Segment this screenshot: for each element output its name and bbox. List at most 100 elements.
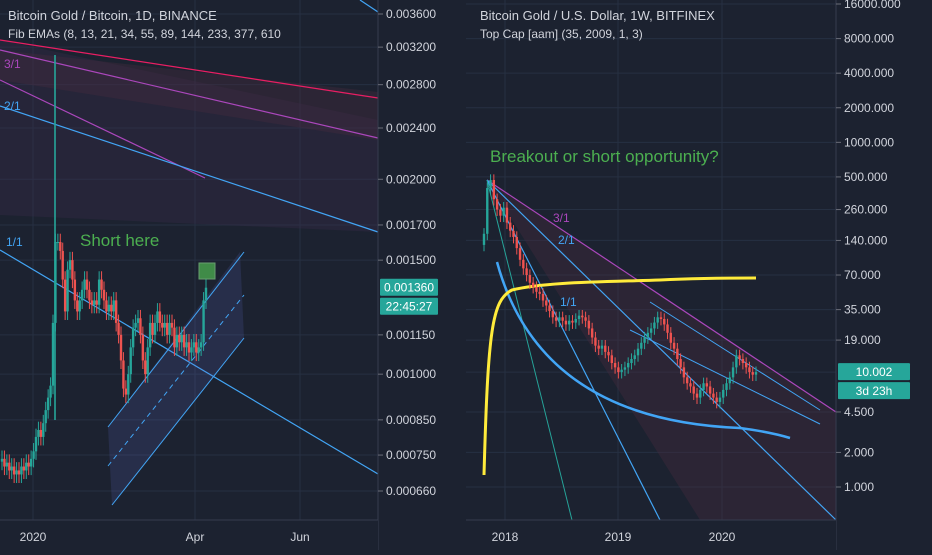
left-candle-body [22, 466, 26, 471]
right-candle-body [518, 248, 522, 260]
left-candle-body [46, 397, 50, 411]
right-candle-body [744, 363, 748, 368]
right-chart-panel: Bitcoin Gold / U.S. Dollar, 1W, BITFINEX… [466, 0, 837, 521]
left-xaxis-bg [0, 520, 378, 550]
right-candle-body [597, 345, 600, 349]
left-candle-body [161, 322, 164, 328]
left-axis-bg [378, 0, 466, 550]
right-candle-body [509, 222, 512, 231]
right-candle-body [489, 180, 492, 189]
right-candle-body [525, 268, 528, 276]
right-candle-body [499, 209, 502, 216]
left-candle-body [170, 322, 174, 328]
right-candle-body [515, 236, 518, 249]
right-candle-body [613, 363, 617, 368]
right-candle-body [561, 317, 564, 321]
left-candle-body [168, 322, 171, 335]
left-candle-body [114, 300, 118, 323]
right-candle-body [594, 337, 597, 346]
left-countdown-tag [380, 297, 438, 315]
left-candle-body [127, 374, 130, 395]
right-candle-body [649, 328, 653, 333]
right-candle-body [590, 328, 594, 338]
left-fan-line-2-1 [0, 105, 379, 233]
left-y-tick-label: 0.001700 [386, 218, 436, 232]
right-fan-line-steep [486, 179, 573, 521]
right-candle-body [610, 355, 614, 364]
right-candle-body [663, 318, 666, 325]
left-candle-body [17, 470, 21, 475]
right-candle-body [564, 320, 568, 325]
left-indicator-label: Fib EMAs (8, 13, 21, 34, 55, 89, 144, 23… [8, 27, 281, 41]
right-candle-body [712, 393, 715, 398]
left-y-tick-label: 0.002000 [386, 172, 436, 186]
left-y-tick-label: 0.000660 [386, 484, 436, 498]
right-candle-body [695, 393, 699, 398]
left-candle-body [88, 289, 91, 301]
left-fan-line-4-1 [0, 39, 379, 99]
right-candle-body [725, 383, 728, 390]
right-candle-body [548, 305, 551, 312]
left-y-tick-label: 0.001500 [386, 253, 436, 267]
left-candle-body [199, 342, 203, 348]
right-axis-bg [836, 0, 932, 550]
right-candle-body [522, 259, 525, 269]
right-fan-line-3-1 [486, 179, 837, 413]
right-y-tick-label: 8000.000 [844, 32, 894, 46]
right-time-axis[interactable]: 2018 2019 2020 [466, 519, 836, 550]
right-y-tick-label: 16000.000 [844, 0, 901, 11]
right-channel-line-2 [629, 329, 821, 425]
left-candle-body [59, 242, 62, 251]
left-y-tick-label: 0.001150 [386, 328, 435, 342]
left-candle-body [66, 269, 69, 312]
left-y-tick-label: 0.003200 [386, 40, 436, 54]
right-candle-body [728, 377, 731, 384]
right-candle-body [551, 311, 555, 318]
left-gridlines [0, 0, 378, 520]
right-candle-body [502, 207, 505, 216]
left-price-axis[interactable]: 0.003600 0.003200 0.002800 0.002400 0.002000… [377, 0, 466, 550]
right-last-price-tag [838, 363, 910, 381]
right-candle-body [653, 322, 656, 329]
left-candle-body [105, 300, 108, 312]
left-candle-body [76, 300, 79, 312]
left-candle-body [80, 289, 84, 301]
right-candle-body [492, 180, 496, 200]
left-fan-label-1-1: 1/1 [6, 235, 23, 249]
right-fan-line-2-1 [486, 179, 837, 521]
left-candle-body [134, 322, 137, 328]
left-candle-body [180, 334, 183, 343]
left-fan-line-3-1-short [0, 79, 206, 179]
left-candle-body [192, 342, 196, 348]
right-y-tick-label: 1.000 [844, 480, 874, 494]
left-candle-body [32, 451, 35, 459]
left-candle-body [37, 429, 40, 437]
right-y-tick-label: 2.000 [844, 445, 874, 459]
left-candle-body [185, 342, 188, 348]
left-candle-body [117, 322, 120, 335]
left-y-tick-label: 0.002800 [386, 78, 436, 92]
left-candle-body [97, 279, 101, 305]
left-candle-body [163, 322, 166, 328]
left-overlay [198, 262, 216, 280]
right-candle-body [741, 359, 745, 364]
right-candle-body [482, 233, 486, 245]
left-candle-body [100, 279, 103, 290]
left-last-price-tag [380, 278, 438, 296]
right-y-tick-label: 2000.000 [844, 101, 894, 115]
right-candle-body [541, 293, 545, 301]
annotation-breakout-question: Breakout or short opportunity? [490, 147, 719, 166]
left-channel-mid [107, 294, 245, 467]
right-fan-line-1-1 [486, 179, 661, 521]
left-time-axis[interactable]: 2020 Apr Jun [0, 519, 378, 550]
right-y-tick-label: 500.000 [844, 170, 888, 184]
left-candle-body [195, 342, 198, 353]
left-candle-body [107, 304, 111, 312]
right-candle-body [640, 342, 643, 349]
left-fan-band [0, 40, 378, 232]
right-candle-body [718, 397, 722, 402]
right-y-tick-label: 140.000 [844, 233, 888, 247]
right-price-axis[interactable]: 16000.000 8000.000 4000.000 2000.000 1000.00… [835, 0, 932, 550]
